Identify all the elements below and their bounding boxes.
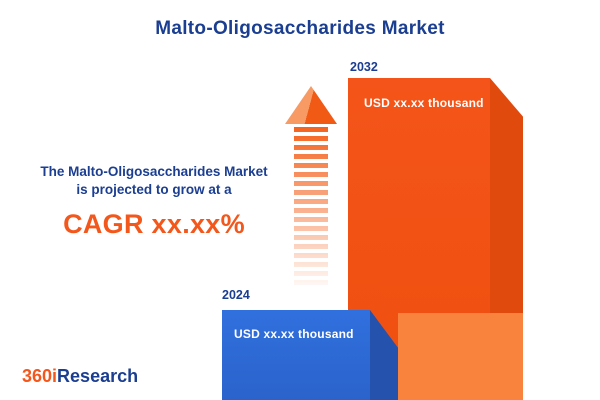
growth-arrow-head-icon xyxy=(285,86,337,124)
cagr-text: CAGR xx.xx% xyxy=(63,209,245,239)
bar-2024-year-label: 2024 xyxy=(222,288,250,302)
bar-2032-highlight-region xyxy=(398,313,523,400)
growth-arrow-dashed-shaft-icon xyxy=(294,127,328,285)
bar-2032-value-label: USD xx.xx thousand xyxy=(364,96,484,110)
tagline-line2: is projected to grow at a xyxy=(76,182,232,197)
logo-360i: 360i xyxy=(22,366,58,386)
page-title: Malto-Oligosaccharides Market xyxy=(155,18,445,39)
logo-research: Research xyxy=(57,366,139,386)
logo: 360iResearch xyxy=(22,366,138,387)
tagline-line1: The Malto-Oligosaccharides Market xyxy=(40,164,268,179)
tagline-block: The Malto-Oligosaccharides Market is pro… xyxy=(18,163,290,240)
bar-2032-year-label: 2032 xyxy=(350,60,378,74)
bar-2024-value-label: USD xx.xx thousand xyxy=(234,327,354,341)
bar-2024-front-face xyxy=(222,310,370,400)
